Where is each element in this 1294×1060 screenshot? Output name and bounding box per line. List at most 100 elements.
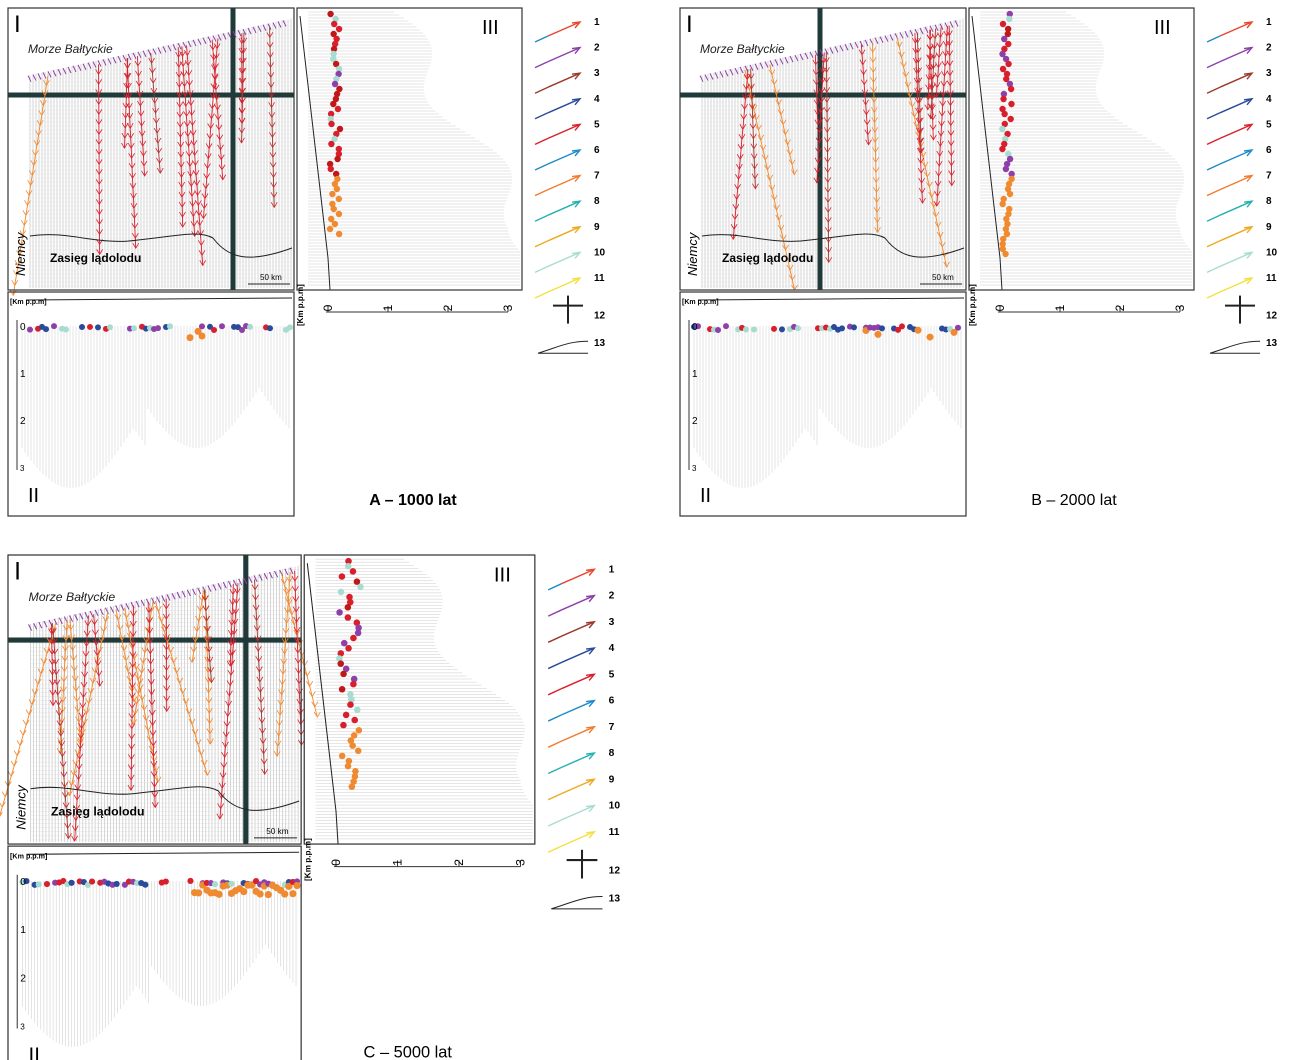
flow-arrow [128, 54, 131, 60]
flow-arrow [108, 58, 111, 64]
legend-label: 13 [594, 338, 606, 349]
legend-label: 9 [1266, 222, 1272, 233]
flow-point [89, 879, 95, 885]
flow-arrow [157, 597, 160, 603]
flow-point [357, 583, 364, 590]
flow-arrow [153, 49, 156, 55]
flow-arrow [264, 573, 267, 579]
tick-label: 0 [321, 304, 335, 311]
flow-point [328, 121, 334, 127]
legend-arrow [548, 662, 561, 668]
flow-arrow [720, 71, 723, 77]
panel: IMorze BałtyckieNiemcyZasięg lądolodu50 … [680, 8, 1278, 516]
flow-point [87, 324, 93, 330]
flow-arrow [238, 30, 241, 36]
legend-label: 9 [594, 222, 600, 233]
sea-label: Morze Bałtyckie [28, 42, 113, 56]
flow-point [340, 722, 347, 729]
flow-arrow [910, 30, 913, 36]
sea-label: Morze Bałtyckie [700, 42, 785, 56]
flow-arrow [141, 600, 144, 606]
side-view: III[Km p.p.m]0123 [296, 8, 522, 326]
flow-arrow [900, 32, 903, 38]
cross-section: [Km p.p.m]0123II [680, 292, 966, 516]
legend-arrow [548, 176, 580, 190]
depth-axis-label: [Km p.p.m] [10, 852, 47, 860]
cross-section: [Km p.p.m]0123II [8, 846, 301, 1060]
depth-axis-label: [Km p.p.m] [682, 299, 719, 306]
flow-point [289, 890, 296, 897]
legend-label: 12 [609, 865, 621, 876]
flow-point [345, 563, 352, 570]
flow-point [219, 323, 225, 329]
flow-arrow [138, 52, 141, 58]
legend-symbol [538, 341, 588, 353]
depth-axis-label: [Km p.p.m] [968, 284, 977, 326]
flow-point [999, 146, 1005, 152]
legend-label: 7 [594, 171, 600, 182]
scale-label: 50 km [260, 273, 282, 282]
flow-arrow [34, 623, 37, 629]
legend-arrow [1207, 190, 1220, 196]
flow-point [334, 186, 340, 192]
legend-arrow [548, 201, 580, 215]
flow-point [1008, 86, 1014, 92]
scale-label: 50 km [932, 273, 954, 282]
flow-point [27, 327, 33, 333]
flow-point [338, 589, 345, 596]
flow-point [240, 888, 247, 895]
legend-arrow [562, 753, 595, 767]
panel-caption: B – 2000 lat [1031, 492, 1117, 509]
flow-arrow [735, 68, 738, 74]
flow-arrow [203, 38, 206, 44]
legend-arrow [535, 62, 548, 68]
view-label: III [494, 564, 511, 587]
ice-limit-label: Zasięg lądolodu [50, 251, 141, 265]
flow-point [1006, 16, 1012, 22]
legend-arrow [548, 124, 580, 138]
flow-point [79, 324, 85, 330]
tick-label: 1 [20, 369, 26, 380]
flow-arrow [33, 75, 36, 81]
frame [297, 8, 522, 290]
flow-arrow [167, 594, 170, 600]
legend-arrow [1207, 62, 1220, 68]
flow-arrow [248, 28, 251, 34]
flow-point [330, 101, 336, 107]
legend-arrow [535, 241, 548, 247]
flow-point [927, 334, 934, 341]
flow-point [1001, 36, 1007, 42]
tick-label: 3 [514, 859, 528, 866]
flow-arrow [840, 45, 843, 51]
flow-point [350, 635, 357, 642]
flow-arrow [43, 72, 46, 78]
panel-caption: A – 1000 lat [369, 492, 457, 509]
flow-point [281, 890, 288, 897]
flow-arrow [239, 579, 242, 585]
tick-label: 3 [20, 464, 25, 473]
flow-point [187, 334, 194, 341]
depth-axis-label: [Km p.p.m] [296, 284, 305, 326]
legend-arrow [548, 584, 561, 590]
flow-arrow [198, 588, 201, 594]
legend-arrow [535, 164, 548, 170]
tick-label: 3 [20, 1023, 25, 1032]
flow-point [715, 327, 721, 333]
flow-arrow [955, 20, 958, 26]
flow-arrow [258, 26, 261, 32]
flow-arrow [885, 36, 888, 42]
flow-point [345, 645, 352, 652]
legend-label: 2 [594, 43, 600, 54]
ice-limit-label: Zasięg lądolodu [722, 251, 813, 265]
legend-arrow [1207, 138, 1220, 144]
legend-arrow [548, 636, 561, 642]
scale-label: 50 km [266, 827, 288, 836]
legend-arrow [548, 741, 561, 747]
view-label: II [28, 485, 39, 507]
legend-label: 11 [1266, 273, 1277, 284]
country-label: Niemcy [13, 784, 28, 830]
flow-arrow [830, 47, 833, 53]
legend-arrow [548, 278, 580, 292]
legend-arrow [548, 48, 580, 62]
legend-label: 10 [1266, 247, 1278, 258]
